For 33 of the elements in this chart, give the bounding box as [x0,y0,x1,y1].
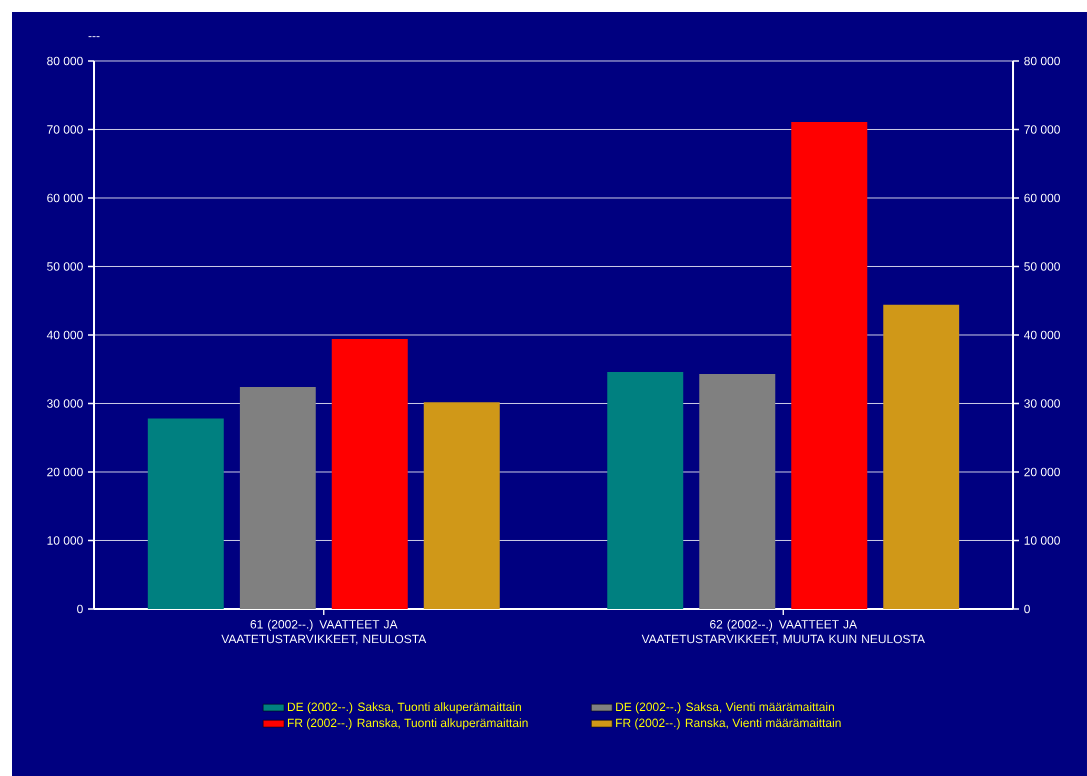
bar [699,374,776,609]
y-axis-title: --- [88,36,100,38]
y2-tick-label: 50 000 [1024,262,1060,271]
bar [423,402,500,609]
y-tick-label: 0 [77,604,83,614]
y-tick-label: 10 000 [47,536,83,545]
y-tick-label: 40 000 [46,330,83,340]
y2-tick-label: 80 000 [1024,56,1060,66]
x-tick-label: 61 (2002--.) VAATTEET JA VAATETUSTARVIKKEET, NEULOSTA [221,619,427,645]
y2-tick-label: 70 000 [1024,125,1060,134]
y-tick-label: 80 000 [47,56,83,66]
y-tick-label: 20 000 [47,467,83,477]
y-tick-label: 50 000 [47,262,83,271]
bar [331,339,408,609]
y2-tick-label: 20 000 [1024,467,1060,477]
y2-tick-label: 10 000 [1024,536,1060,545]
bar [607,371,684,609]
legend-label: FR (2002--.) Ranska, Tuonti alkuperämaittain [287,718,528,730]
bar [147,418,224,609]
legend-label: DE (2002--.) Saksa, Tuonti alkuperämaittain [287,702,521,714]
bar [791,121,868,609]
y-tick-label: 60 000 [47,193,83,203]
bar [883,304,960,609]
y2-tick-label: 40 000 [1024,330,1060,340]
x-tick-label: 62 (2002--.) VAATTEET JA VAATETUSTARVIKKEET, MUUTA KUIN NEULOSTA [641,619,925,645]
y-tick-label: 30 000 [47,399,83,408]
legend-label: FR (2002--.) Ranska, Vienti määrämaittain [616,718,841,730]
y2-tick-label: 0 [1024,604,1030,614]
y2-tick-label: 60 000 [1024,193,1060,203]
y2-tick-label: 30 000 [1024,399,1060,408]
bar [239,387,316,609]
y-tick-label: 70 000 [47,125,83,134]
legend-label: DE (2002--.) Saksa, Vienti määrämaittain [616,702,834,714]
